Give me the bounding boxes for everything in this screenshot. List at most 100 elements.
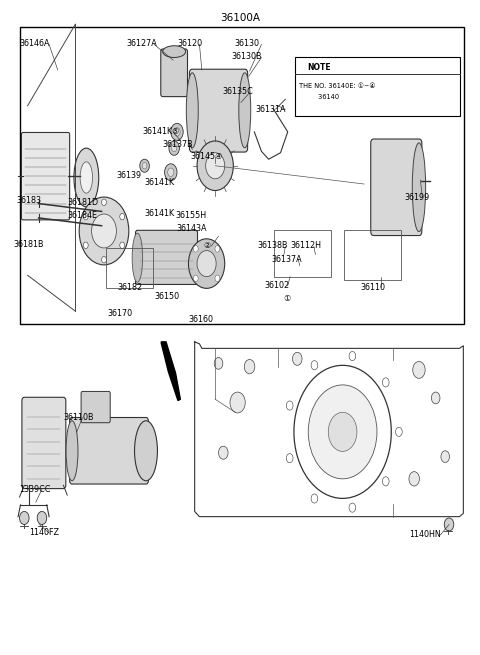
Circle shape bbox=[189, 239, 225, 288]
Text: 1140FZ: 1140FZ bbox=[29, 529, 59, 538]
Text: 36138B: 36138B bbox=[257, 242, 288, 250]
Circle shape bbox=[174, 128, 180, 136]
Circle shape bbox=[287, 401, 293, 410]
Text: 36127A: 36127A bbox=[127, 39, 157, 48]
Circle shape bbox=[292, 352, 302, 365]
Text: 36199: 36199 bbox=[405, 193, 430, 202]
Circle shape bbox=[311, 494, 318, 503]
Text: 36140: 36140 bbox=[299, 94, 339, 100]
Text: 36139: 36139 bbox=[117, 171, 142, 180]
Text: 36160: 36160 bbox=[188, 315, 214, 324]
Circle shape bbox=[218, 446, 228, 459]
FancyBboxPatch shape bbox=[81, 392, 110, 422]
Bar bbox=[21, 28, 464, 324]
Bar bbox=[275, 230, 331, 277]
Ellipse shape bbox=[186, 73, 198, 148]
Circle shape bbox=[214, 358, 223, 369]
FancyBboxPatch shape bbox=[70, 417, 148, 484]
Polygon shape bbox=[161, 342, 180, 401]
Text: 36141K: 36141K bbox=[145, 178, 175, 187]
Circle shape bbox=[171, 123, 183, 140]
FancyBboxPatch shape bbox=[190, 69, 248, 152]
FancyBboxPatch shape bbox=[371, 139, 422, 236]
Circle shape bbox=[193, 275, 198, 282]
FancyBboxPatch shape bbox=[161, 49, 188, 97]
FancyBboxPatch shape bbox=[22, 398, 66, 489]
Text: 36110: 36110 bbox=[360, 282, 385, 291]
Circle shape bbox=[215, 275, 220, 282]
Text: 36112H: 36112H bbox=[290, 242, 321, 250]
Circle shape bbox=[328, 412, 357, 451]
Ellipse shape bbox=[163, 46, 186, 58]
Circle shape bbox=[396, 427, 402, 436]
Ellipse shape bbox=[134, 421, 157, 481]
Bar bbox=[107, 248, 153, 288]
Circle shape bbox=[142, 162, 147, 169]
Circle shape bbox=[20, 512, 29, 525]
Circle shape bbox=[413, 362, 425, 379]
Circle shape bbox=[140, 159, 149, 172]
Text: ②: ② bbox=[203, 242, 210, 250]
Ellipse shape bbox=[74, 148, 99, 207]
Circle shape bbox=[432, 392, 440, 404]
Text: 36184E: 36184E bbox=[68, 211, 97, 220]
Circle shape bbox=[444, 518, 454, 531]
Circle shape bbox=[120, 242, 125, 249]
Text: 36145④: 36145④ bbox=[191, 152, 223, 161]
Circle shape bbox=[349, 503, 356, 512]
FancyBboxPatch shape bbox=[135, 231, 198, 284]
Circle shape bbox=[287, 454, 293, 462]
FancyBboxPatch shape bbox=[22, 132, 70, 220]
Circle shape bbox=[409, 472, 420, 486]
Ellipse shape bbox=[80, 162, 93, 193]
Circle shape bbox=[244, 360, 255, 374]
Text: 36182: 36182 bbox=[118, 282, 143, 291]
Circle shape bbox=[193, 246, 198, 252]
Text: NOTE: NOTE bbox=[307, 63, 330, 72]
Ellipse shape bbox=[412, 143, 426, 232]
Text: 36102: 36102 bbox=[264, 280, 290, 290]
Circle shape bbox=[441, 451, 449, 462]
Text: 36120: 36120 bbox=[177, 39, 203, 48]
Text: 36131A: 36131A bbox=[256, 105, 286, 113]
Text: 36150: 36150 bbox=[155, 291, 180, 301]
Circle shape bbox=[102, 256, 107, 263]
Text: 36110B: 36110B bbox=[63, 413, 94, 422]
Circle shape bbox=[84, 242, 88, 249]
Text: THE NO. 36140E: ①~④: THE NO. 36140E: ①~④ bbox=[299, 83, 375, 88]
Text: 36130: 36130 bbox=[235, 39, 260, 48]
Text: 36141K: 36141K bbox=[145, 209, 175, 218]
Circle shape bbox=[205, 153, 225, 179]
Circle shape bbox=[102, 199, 107, 206]
Text: 36183: 36183 bbox=[17, 196, 42, 205]
Text: 36100A: 36100A bbox=[220, 12, 260, 23]
Circle shape bbox=[197, 251, 216, 276]
Circle shape bbox=[165, 164, 177, 181]
Text: ①: ① bbox=[283, 293, 290, 303]
Circle shape bbox=[84, 214, 88, 220]
Text: 36181B: 36181B bbox=[14, 240, 44, 248]
Text: 1339CC: 1339CC bbox=[20, 485, 51, 494]
Text: 36141K⑤: 36141K⑤ bbox=[143, 127, 180, 136]
Text: 36137A: 36137A bbox=[272, 255, 302, 263]
Ellipse shape bbox=[239, 73, 251, 148]
Bar bbox=[344, 230, 401, 280]
Text: 36146A: 36146A bbox=[20, 39, 50, 48]
Ellipse shape bbox=[66, 421, 78, 481]
Text: 36143A: 36143A bbox=[176, 224, 206, 233]
Bar bbox=[295, 57, 459, 115]
Circle shape bbox=[383, 477, 389, 486]
Circle shape bbox=[37, 512, 47, 525]
Text: 36170: 36170 bbox=[107, 309, 132, 318]
Text: 36135C: 36135C bbox=[222, 87, 253, 96]
Circle shape bbox=[171, 145, 177, 152]
Circle shape bbox=[79, 197, 129, 265]
Circle shape bbox=[308, 385, 377, 479]
Text: 36137B: 36137B bbox=[163, 140, 193, 149]
Text: 36181D: 36181D bbox=[67, 198, 98, 207]
Ellipse shape bbox=[132, 233, 143, 282]
Circle shape bbox=[92, 214, 116, 248]
Text: 1140HN: 1140HN bbox=[409, 531, 441, 540]
Circle shape bbox=[230, 392, 245, 413]
Circle shape bbox=[169, 141, 180, 155]
